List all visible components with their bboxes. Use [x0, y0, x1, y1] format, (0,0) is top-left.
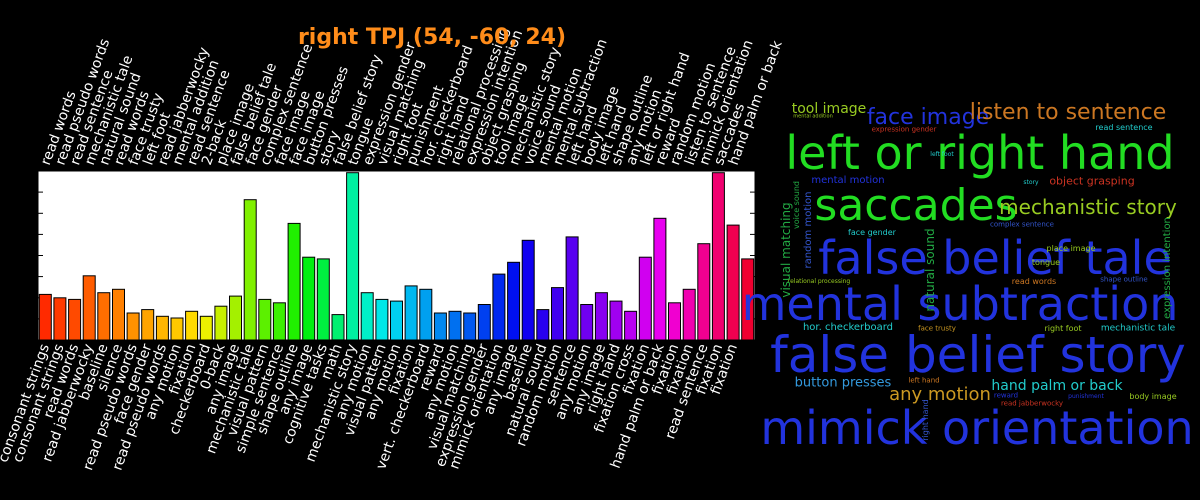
wordcloud-term: complex sentence	[990, 220, 1054, 229]
wordcloud-term: natural sound	[923, 228, 937, 312]
wordcloud-term: read sentence	[1095, 123, 1153, 132]
wordcloud-term: read jabberwocky	[1000, 399, 1064, 408]
bar	[580, 304, 594, 341]
wordcloud-term: saccades	[814, 180, 1018, 231]
bar	[302, 256, 316, 341]
bar	[360, 292, 374, 341]
wordcloud-term: face trusty	[918, 324, 956, 333]
wordcloud-term: left hand	[908, 376, 940, 385]
bar	[477, 304, 491, 341]
bar	[287, 222, 301, 341]
bar	[638, 256, 652, 341]
wordcloud-term: voice sound	[792, 181, 801, 229]
bar	[668, 302, 681, 341]
bar	[331, 314, 345, 341]
wordcloud-term: false belief story	[770, 326, 1186, 384]
wordcloud-term: mimick orientation	[760, 401, 1194, 455]
wordcloud-term: place image	[1046, 244, 1096, 253]
bar	[741, 258, 755, 341]
wordcloud-term: hor. checkerboard	[802, 322, 894, 333]
wordcloud-term: left foot	[930, 151, 954, 158]
bar	[551, 287, 564, 341]
bar	[726, 224, 740, 341]
bar	[521, 239, 535, 341]
wordcloud-term: tongue	[1031, 258, 1061, 267]
bar	[682, 288, 696, 341]
bar	[185, 310, 199, 341]
wordcloud-term: expression gender	[871, 125, 937, 134]
bar	[463, 312, 477, 341]
wordcloud-term: mechanistic tale	[1100, 323, 1176, 334]
bar	[68, 298, 82, 341]
bar	[229, 295, 242, 341]
wordcloud-term: mental addition	[793, 113, 833, 120]
bar	[53, 297, 67, 341]
wordcloud-term: read words	[1011, 277, 1057, 286]
bar	[199, 315, 213, 341]
bar	[82, 275, 96, 341]
bar	[653, 217, 667, 341]
bar	[375, 298, 389, 341]
wordcloud-term: left or right hand	[785, 126, 1175, 180]
bar	[711, 172, 725, 341]
wordcloud-term: shape outline	[1100, 275, 1148, 284]
bar	[448, 310, 462, 341]
bars	[38, 172, 755, 341]
bar	[258, 298, 272, 341]
wordcloud-term: false belief tale	[818, 231, 1172, 285]
bar	[243, 199, 257, 341]
wordcloud-term: random motion	[803, 191, 814, 269]
bar	[419, 288, 433, 341]
wordcloud-term: object grasping	[1049, 174, 1135, 188]
bar	[624, 310, 638, 341]
wordcloud-term: hand palm or back	[991, 378, 1123, 394]
wordcloud-term: punishment	[1068, 393, 1104, 400]
bar	[126, 312, 140, 341]
wordcloud-term: mechanistic story	[999, 195, 1177, 219]
bar	[565, 236, 579, 341]
wordcloud-term: story	[1023, 179, 1039, 186]
wordcloud-term: listen to sentence	[969, 100, 1167, 125]
bar	[170, 317, 184, 341]
wordcloud-term: mental subtraction	[741, 277, 1179, 331]
bar	[97, 292, 111, 341]
wordcloud-term: body image	[1129, 392, 1177, 401]
bar	[272, 302, 286, 341]
bar	[390, 300, 403, 341]
wordcloud-term: reward	[993, 391, 1019, 400]
wordcloud-term: mental motion	[811, 175, 885, 186]
wordcloud-term: face image	[866, 105, 990, 130]
bar	[492, 273, 506, 341]
bar	[38, 293, 52, 341]
bar	[594, 292, 608, 341]
wordcloud-term: face gender	[848, 228, 896, 237]
bar	[609, 300, 623, 341]
bar	[112, 288, 125, 341]
wordcloud-term: visual matching	[779, 202, 793, 298]
wordcloud-term: right hand	[921, 399, 930, 441]
bar	[214, 305, 228, 341]
wordcloud-term: right foot	[1044, 324, 1082, 333]
bar	[141, 309, 155, 341]
bar	[433, 312, 447, 341]
bar	[155, 315, 169, 341]
bar	[536, 309, 550, 341]
bar	[404, 285, 418, 341]
chart-title: right TPJ (54, -60, 24)	[298, 25, 566, 50]
wordcloud-term: expression intention	[1162, 217, 1173, 319]
bar	[507, 261, 521, 341]
bar	[697, 243, 711, 341]
wordcloud-term: any motion	[889, 384, 991, 405]
wordcloud-term: tool image	[791, 101, 867, 117]
wordcloud-term: button presses	[794, 375, 892, 391]
wordcloud-term: relational processing	[787, 278, 851, 285]
bar	[316, 258, 330, 341]
bar	[346, 172, 360, 341]
